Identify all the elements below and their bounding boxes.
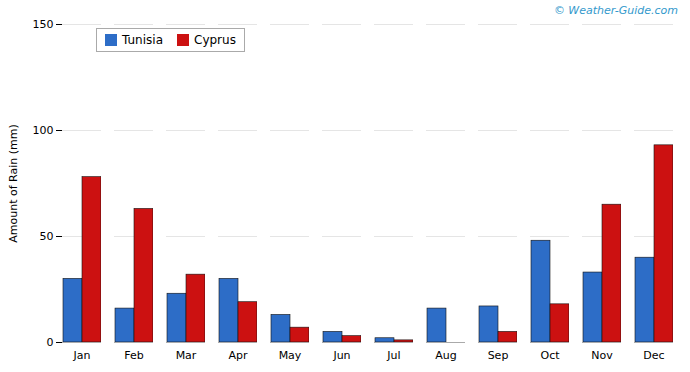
- svg-text:Apr: Apr: [228, 349, 248, 362]
- html-text:© Weather-Guide.com: © Weather-Guide.com: [553, 4, 678, 17]
- svg-text:Nov: Nov: [591, 349, 613, 362]
- svg-text:Jun: Jun: [332, 349, 350, 362]
- svg-text:Sep: Sep: [488, 349, 509, 362]
- svg-text:Jan: Jan: [73, 349, 91, 362]
- svg-text:Amount of Rain (mm): Amount of Rain (mm): [7, 124, 20, 243]
- svg-text:Aug: Aug: [435, 349, 456, 362]
- svg-text:100: 100: [33, 124, 54, 137]
- svg-text:50: 50: [40, 230, 54, 243]
- svg-text:Dec: Dec: [643, 349, 664, 362]
- svg-text:0: 0: [47, 336, 54, 349]
- svg-text:Oct: Oct: [540, 349, 560, 362]
- svg-text:May: May: [279, 349, 302, 362]
- svg-text:Feb: Feb: [124, 349, 143, 362]
- svg-text:Jul: Jul: [386, 349, 400, 362]
- svg-text:Mar: Mar: [176, 349, 197, 362]
- svg-text:150: 150: [33, 18, 54, 31]
- html-text:Tunisia: Tunisia: [122, 33, 163, 47]
- html-text:Cyprus: Cyprus: [194, 33, 236, 47]
